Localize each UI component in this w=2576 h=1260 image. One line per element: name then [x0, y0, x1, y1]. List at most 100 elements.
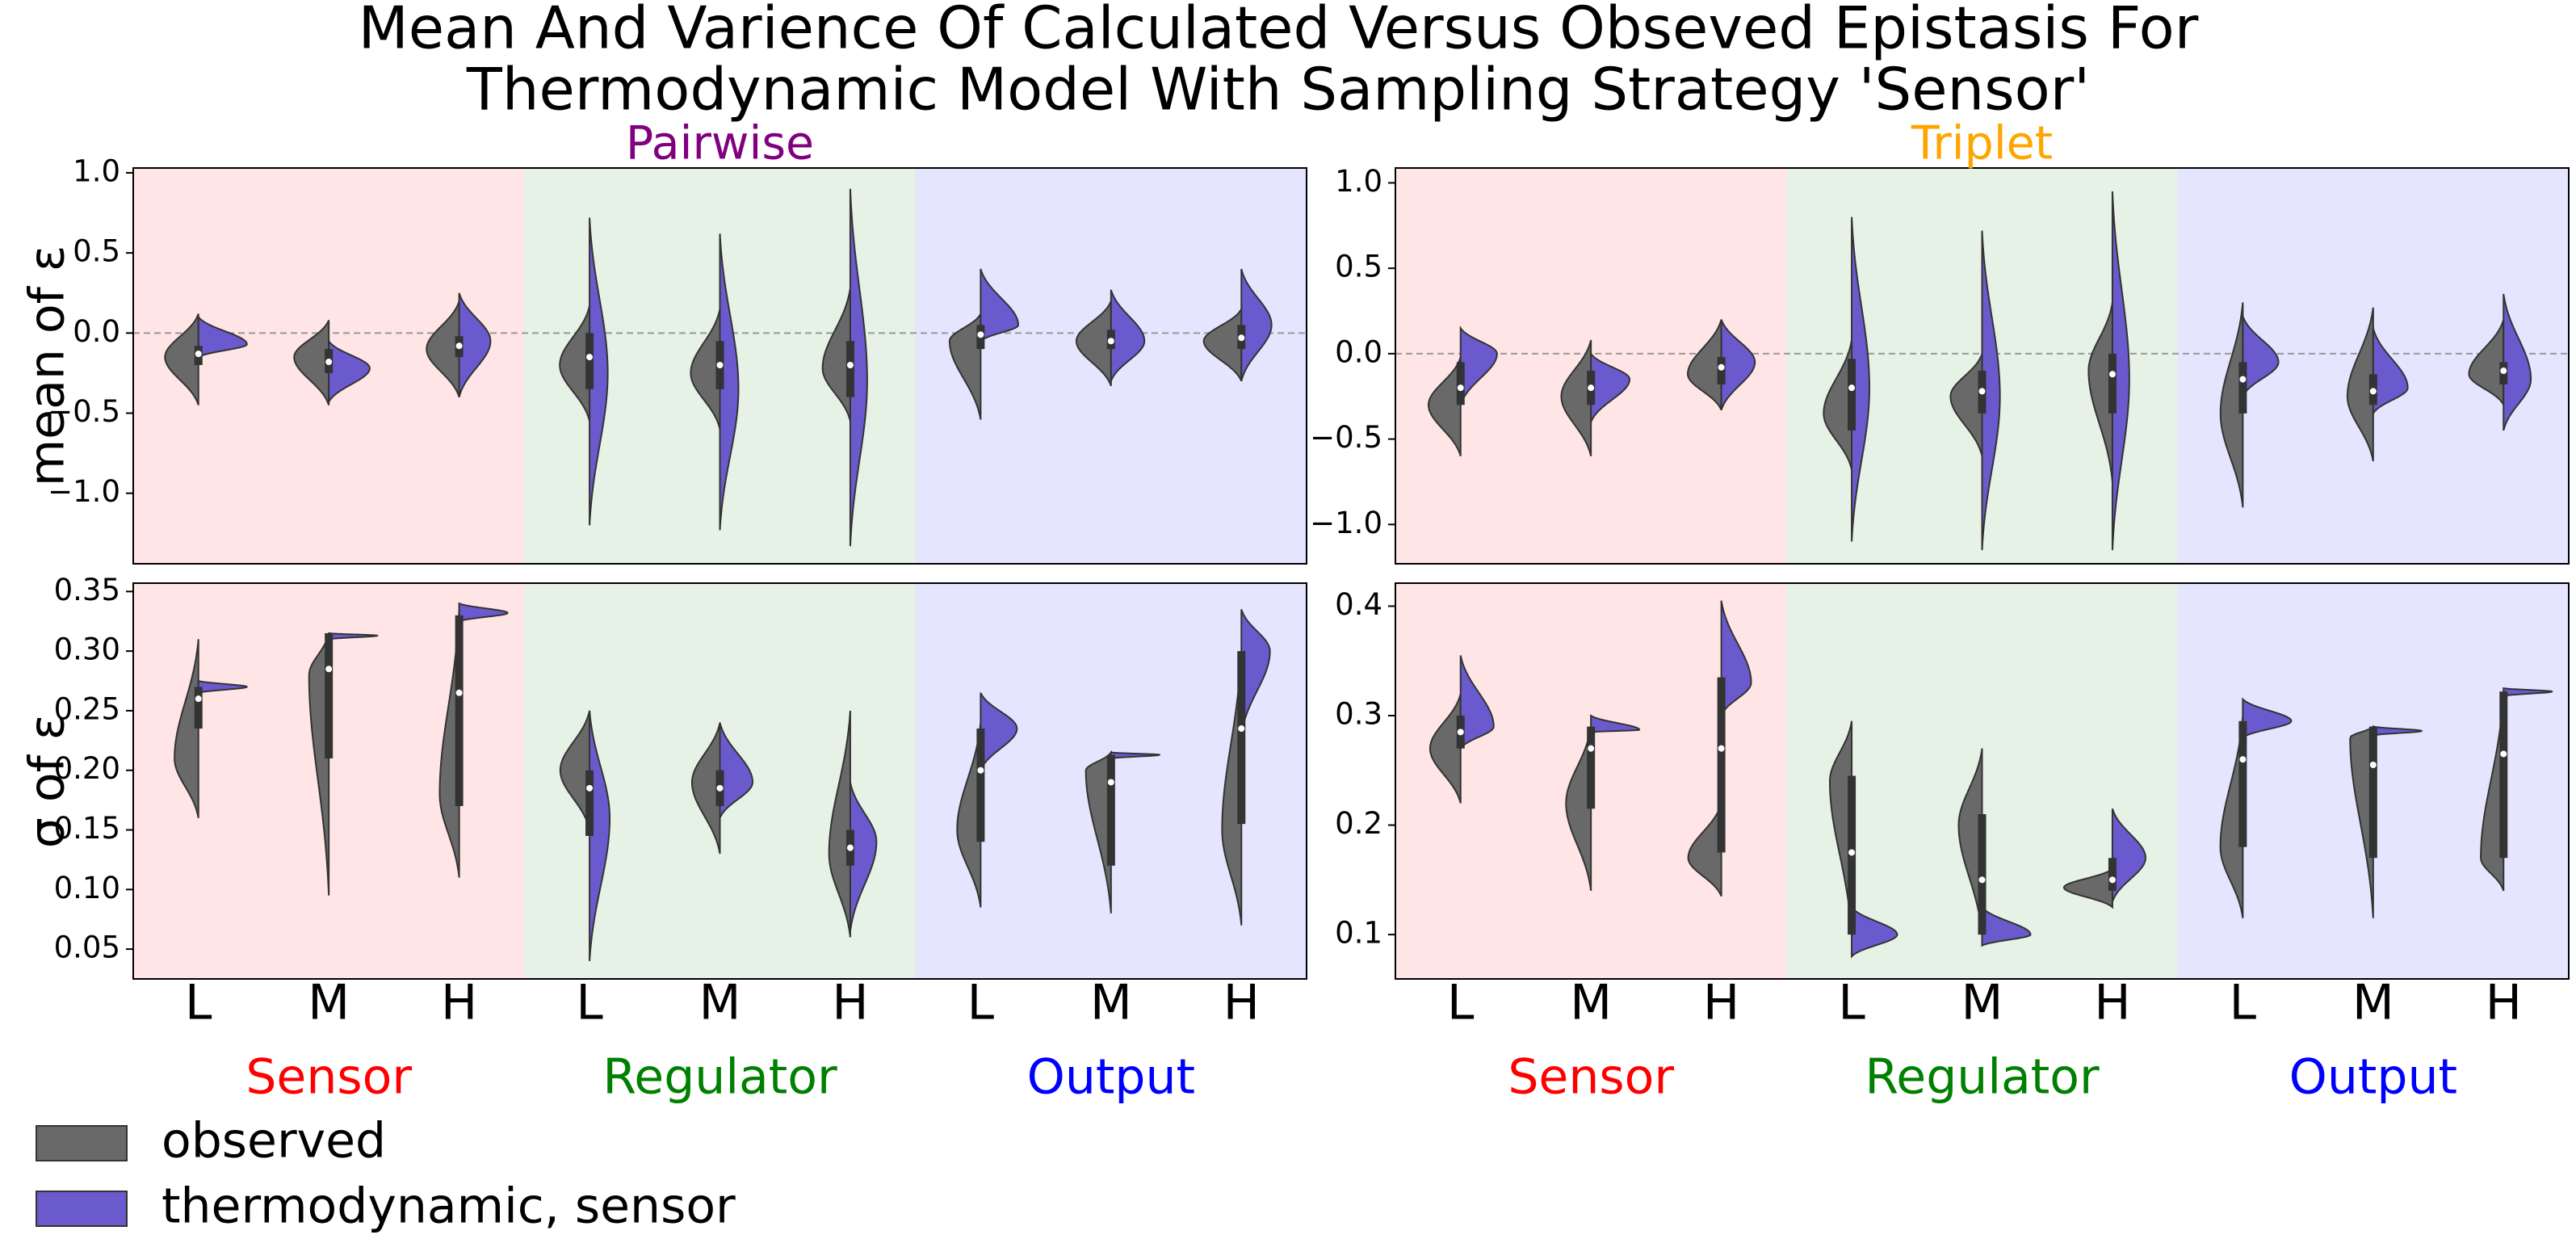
median — [1718, 745, 1725, 752]
median — [2108, 371, 2116, 378]
median — [455, 342, 463, 350]
violin-half — [1459, 655, 1495, 751]
violin-half — [2346, 307, 2374, 462]
panel-title: Triplet — [1911, 117, 2053, 170]
y-tick-label: 0.30 — [54, 632, 120, 667]
violin-half — [980, 692, 1018, 771]
y-tick-label: −1.0 — [48, 474, 120, 509]
y-tick-label: −1.0 — [1310, 506, 1382, 540]
violin-half — [308, 632, 330, 896]
violin-half — [197, 314, 248, 359]
legend-label: thermodynamic, sensor — [162, 1178, 736, 1235]
legend-swatch — [36, 1191, 128, 1227]
violin-half — [1202, 305, 1243, 382]
box — [1106, 754, 1115, 866]
violin-half — [559, 305, 591, 422]
violin-half — [1565, 726, 1592, 892]
group-label: Output — [1027, 1049, 1195, 1106]
box — [1587, 726, 1596, 809]
median — [2500, 750, 2507, 758]
box — [2238, 362, 2247, 414]
y-tick-label: 0.0 — [1335, 334, 1382, 369]
x-tick-label: L — [2230, 975, 2257, 1031]
x-tick-label: M — [1961, 975, 2003, 1031]
violin-half — [1957, 748, 1983, 935]
median — [455, 689, 463, 696]
x-tick-label: M — [308, 975, 350, 1031]
box — [1978, 814, 1987, 935]
violin-half — [2372, 327, 2409, 417]
y-tick-label: 0.3 — [1335, 697, 1382, 732]
violin-half — [948, 310, 982, 420]
box — [585, 333, 594, 389]
median — [2500, 368, 2507, 375]
violin-half — [1085, 750, 1112, 914]
y-tick-label: 0.5 — [73, 234, 120, 269]
y-axis-label: σ of ε — [19, 714, 76, 848]
median — [2108, 876, 2116, 884]
violin-half — [2087, 302, 2113, 482]
x-tick-label: H — [2486, 975, 2522, 1031]
x-tick-label: L — [1838, 975, 1865, 1031]
violin-half — [1429, 693, 1462, 804]
y-tick-label: 0.4 — [1335, 587, 1382, 622]
y-tick-label: 1.0 — [73, 153, 120, 188]
y-tick-label: 0.0 — [73, 314, 120, 349]
violin-half — [1823, 339, 1853, 470]
violin-half — [1240, 609, 1271, 735]
median — [846, 362, 854, 369]
violin-half — [980, 268, 1019, 343]
median — [195, 351, 202, 358]
violin-half — [690, 722, 721, 855]
median — [195, 695, 202, 703]
violin-half — [719, 722, 753, 819]
box — [1717, 357, 1726, 384]
box — [325, 632, 334, 758]
median — [2369, 762, 2377, 769]
box — [1848, 359, 1856, 431]
median — [1588, 384, 1595, 392]
violin-half — [2111, 808, 2146, 902]
y-axis-label: mean of ε — [19, 246, 76, 487]
box — [2238, 720, 2247, 847]
y-tick-label: 0.05 — [54, 930, 120, 965]
y-tick-label: −0.5 — [48, 394, 120, 429]
violin-half — [2062, 867, 2113, 909]
box — [845, 341, 854, 397]
violin-half — [197, 679, 248, 695]
group-label: Output — [2289, 1049, 2457, 1106]
violin-half — [589, 710, 611, 961]
violin-half — [293, 320, 330, 405]
violin-half — [1949, 353, 1983, 457]
violin-half — [1851, 905, 1898, 959]
violin-half — [1240, 268, 1273, 382]
median — [586, 354, 594, 361]
median — [1238, 725, 1245, 733]
median — [2239, 376, 2247, 383]
violin-half — [2111, 191, 2130, 551]
y-tick-label: −0.5 — [1310, 420, 1382, 455]
violin-half — [328, 632, 379, 640]
violin-half — [2219, 302, 2244, 508]
x-tick-label: H — [1703, 975, 1739, 1031]
median — [1457, 729, 1464, 736]
x-tick-label: L — [185, 975, 212, 1031]
box — [2499, 691, 2508, 859]
box — [2368, 726, 2377, 859]
median — [1978, 388, 1986, 395]
median — [1107, 338, 1114, 345]
title-line: Mean And Varience Of Calculated Versus O… — [359, 0, 2199, 62]
violin-half — [1851, 216, 1871, 542]
median — [1848, 849, 1856, 856]
violin-half — [1687, 319, 1722, 411]
legend-label: observed — [162, 1113, 386, 1170]
violin-half — [426, 300, 460, 397]
plot-frame — [1395, 582, 2570, 980]
violin-half — [2503, 687, 2553, 697]
x-tick-label: H — [1223, 975, 1260, 1031]
y-tick-label: 0.2 — [1335, 806, 1382, 841]
plot-frame — [1395, 167, 2570, 565]
violin-half — [849, 782, 878, 932]
